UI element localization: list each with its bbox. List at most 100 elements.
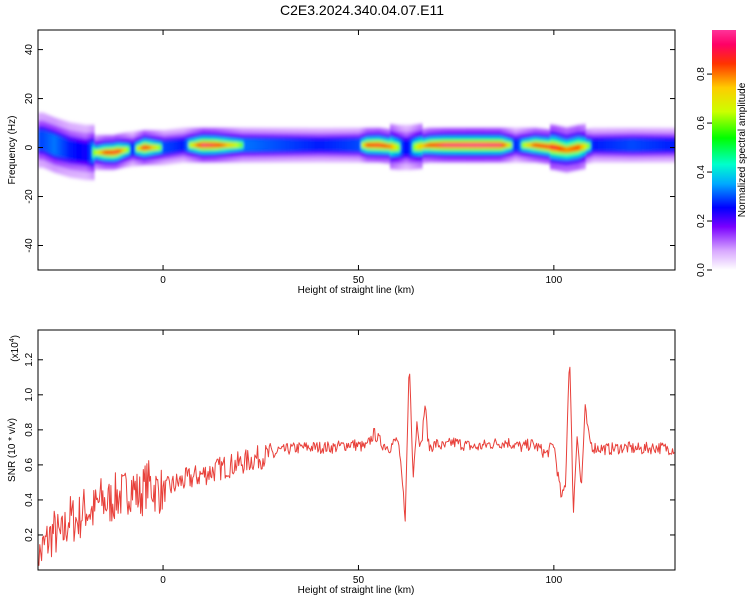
spectrogram-cell — [646, 138, 649, 152]
spectrogram-cell — [540, 143, 543, 149]
spectrogram-cell — [396, 144, 399, 151]
spectrogram-cell — [210, 142, 213, 148]
spectrogram-cell — [159, 145, 162, 150]
spectrogram-cell — [428, 142, 431, 148]
spectrogram-cell — [578, 144, 581, 151]
spectrogram-cell — [71, 140, 74, 161]
spectrogram-cell — [244, 138, 247, 152]
spectrogram-cell — [431, 142, 434, 148]
spectrogram-cell — [385, 143, 388, 149]
spectrogram-cell — [562, 146, 565, 153]
spectrogram-cell — [198, 142, 201, 148]
spectrogram-cell — [215, 142, 218, 148]
spectrogram-cell — [63, 138, 66, 159]
spectrogram-cell — [671, 138, 674, 152]
spectrogram-cell — [343, 138, 346, 152]
spectrogram-cell — [212, 142, 215, 148]
spectrogram-cell — [87, 142, 90, 163]
spectrogram-cell — [209, 142, 212, 148]
spectrogram-cell — [305, 138, 308, 152]
spectrogram-cell — [334, 138, 337, 152]
spectrogram-cell — [114, 149, 117, 155]
spectrogram-cell — [348, 138, 351, 152]
spectrogram-cell — [294, 138, 297, 152]
spectrogram-cell — [633, 138, 636, 152]
spectrogram-cell — [313, 138, 316, 152]
snr-y-axis: 0.2 0.4 0.6 0.8 1.0 1.2 — [24, 352, 675, 542]
spectrogram-cell — [634, 138, 637, 152]
spectrogram-cell — [193, 142, 196, 148]
snr-frame — [37, 329, 676, 571]
spectrogram-cell — [57, 136, 60, 157]
spectrogram-cell — [623, 138, 626, 152]
spectrogram-cell — [41, 130, 44, 151]
spectrogram-cell — [666, 138, 669, 152]
spectrogram-cell — [121, 148, 124, 153]
spectrogram-cell — [670, 138, 673, 152]
spectrogram-cell — [369, 142, 372, 148]
spectrogram-cell — [516, 138, 519, 152]
spectrogram-cell — [324, 138, 327, 152]
snr-panel: 0 50 100 0.2 0.4 0.6 0.8 1.0 1.2 Height of stra… — [7, 329, 676, 596]
spectrogram-cell — [551, 144, 554, 151]
spectrogram-cell — [242, 138, 245, 152]
spectrogram-cell — [486, 142, 489, 148]
spectrogram-cell — [346, 138, 349, 152]
snr-y-tick-label: 0.4 — [24, 493, 35, 507]
spectrogram-cell — [554, 144, 557, 151]
spectrogram-cell — [626, 138, 629, 152]
spectrogram-cell — [44, 131, 47, 152]
spectrogram-cell — [532, 142, 535, 148]
spectrogram-cell — [110, 150, 113, 155]
spectrogram-cell — [298, 138, 301, 152]
spectrogram-cell — [167, 140, 170, 154]
spectrogram-cell — [663, 138, 666, 152]
snr-y-multiplier-base: (x10 — [10, 342, 21, 362]
spectrogram-cell — [422, 143, 425, 149]
spectrogram-cell — [228, 142, 231, 148]
spectrogram-y-tick-label: -20 — [24, 189, 35, 204]
spectrogram-cell — [132, 142, 135, 156]
spectrogram-cell — [455, 142, 458, 148]
spectrogram-cell — [390, 143, 393, 150]
spectrogram-cell — [158, 145, 161, 150]
spectrogram-cell — [375, 142, 378, 148]
spectrogram-cell — [423, 143, 426, 148]
spectrogram-y-tick-label: 20 — [24, 93, 35, 105]
spectrogram-cell — [566, 147, 569, 153]
spectrogram-cell — [425, 143, 428, 148]
spectrogram-cell — [238, 142, 241, 148]
spectrogram-cell — [460, 142, 463, 148]
spectrogram-cell — [127, 147, 130, 152]
spectrogram-cell — [276, 138, 279, 152]
snr-y-tick-label: 1.2 — [24, 352, 35, 366]
spectrogram-cell — [481, 142, 484, 148]
spectrogram-cell — [548, 144, 551, 150]
spectrogram-cell — [570, 146, 573, 152]
spectrogram-cell — [300, 138, 303, 152]
spectrogram-cell — [364, 142, 367, 148]
spectrogram-cell — [492, 142, 495, 148]
spectrogram-cell — [447, 142, 450, 148]
spectrogram-cell — [76, 140, 79, 162]
spectrogram-cell — [594, 138, 597, 152]
spectrogram-cell — [506, 142, 509, 148]
spectrogram-cell — [143, 145, 146, 150]
spectrogram-cell — [254, 138, 257, 152]
spectrogram-cell — [278, 138, 281, 152]
spectrogram-cell — [636, 138, 639, 152]
spectrogram-cell — [668, 138, 671, 152]
spectrogram-cell — [577, 144, 580, 151]
spectrogram-cell — [268, 138, 271, 152]
spectrogram-cell — [185, 138, 188, 152]
spectrogram-cell — [46, 131, 49, 153]
spectrogram-cell — [444, 142, 447, 148]
spectrogram-cell — [337, 138, 340, 152]
snr-series-line — [38, 366, 675, 566]
spectrogram-cell — [580, 144, 583, 150]
spectrogram-cell — [538, 143, 541, 148]
spectrogram-cell — [302, 138, 305, 152]
spectrogram-cell — [95, 150, 98, 155]
spectrogram-cell — [378, 142, 381, 148]
spectrogram-x-axis: 0 50 100 — [160, 30, 563, 286]
